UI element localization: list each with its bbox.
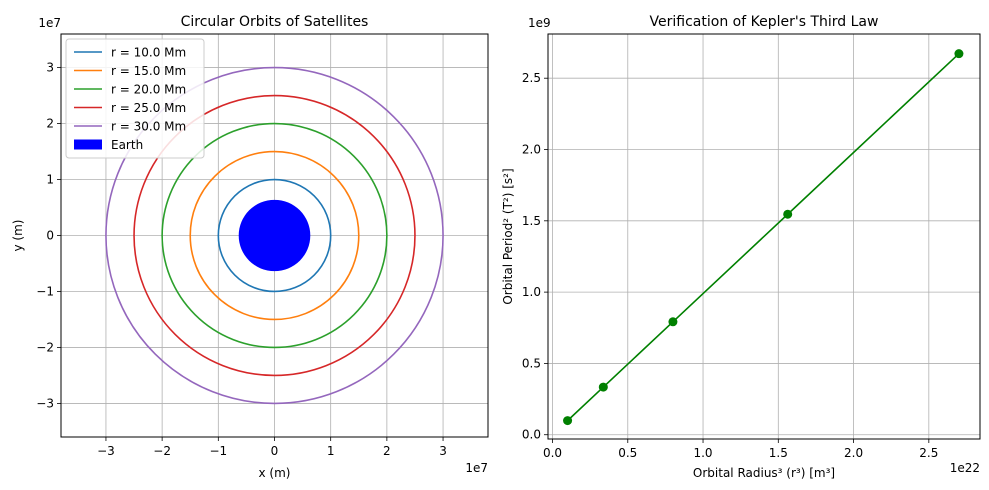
left-x-tick-label: 3	[439, 444, 447, 458]
right-axes-frame	[547, 33, 981, 440]
right-x-offset-text: 1e22	[950, 461, 980, 475]
left-y-axis-label: y (m)	[11, 220, 25, 252]
left-y-tick-label: 0	[46, 229, 54, 243]
right-x-tick-label: 0.0	[543, 446, 562, 460]
left-y-tick-label: −3	[36, 396, 54, 410]
kepler-point	[954, 49, 964, 59]
right-chart-title: Verification of Kepler's Third Law	[650, 14, 879, 30]
left-x-tick-label: 2	[383, 444, 391, 458]
right-x-tick-label: 2.0	[844, 446, 863, 460]
left-x-tick-label: 0	[271, 444, 279, 458]
right-x-axis-label: Orbital Radius³ (r³) [m³]	[693, 466, 835, 480]
legend-box	[65, 38, 205, 159]
left-legend: r = 10.0 Mm r = 15.0 Mm r = 20.0 Mm r = 25.…	[65, 38, 205, 159]
legend-swatch-earth	[74, 139, 102, 150]
left-y-tick-label: 3	[46, 61, 54, 75]
orbit-circle	[105, 66, 444, 405]
kepler-point	[668, 317, 678, 327]
right-x-tick-label: 1.5	[769, 446, 788, 460]
right-y-tick-label: 1.5	[522, 214, 541, 228]
right-y-tick-label: 2.0	[522, 143, 541, 157]
earth-disk	[238, 199, 311, 272]
left-x-axis-label: x (m)	[259, 466, 291, 480]
orbit-circle	[161, 122, 388, 349]
legend-label: Earth	[111, 138, 143, 152]
left-x-tick-label: −1	[209, 444, 227, 458]
orbit-circle	[189, 150, 360, 321]
left-x-offset-text: 1e7	[465, 461, 488, 475]
orbit-circle	[133, 94, 416, 377]
kepler-point	[563, 416, 573, 426]
right-y-axis-label: Orbital Period² (T²) [s²]	[501, 168, 515, 304]
left-y-tick-label: 2	[46, 117, 54, 131]
left-x-tick-label: −3	[97, 444, 115, 458]
kepler-chart: 0.0 0.5 1.0 1.5 2.0 2.5 0.0 0.5 1.0 1.5 2.0 2.5 Ve…	[501, 14, 981, 480]
legend-label: r = 10.0 Mm	[111, 46, 186, 60]
left-x-tick-label: −2	[153, 444, 171, 458]
right-y-ticks: 0.0 0.5 1.0 1.5 2.0 2.5	[522, 71, 548, 442]
kepler-point	[783, 209, 793, 219]
right-y-tick-label: 1.0	[522, 285, 541, 299]
left-y-tick-label: −2	[36, 340, 54, 354]
left-x-ticks: −3 −2 −1 0 1 2 3	[97, 437, 447, 458]
right-x-ticks: 0.0 0.5 1.0 1.5 2.0 2.5	[543, 439, 938, 460]
left-chart-title: Circular Orbits of Satellites	[181, 14, 369, 30]
left-y-tick-label: 1	[46, 173, 54, 187]
right-x-tick-label: 2.5	[919, 446, 938, 460]
orbit-circle	[217, 178, 332, 293]
right-y-tick-label: 0.0	[522, 428, 541, 442]
left-y-offset-text: 1e7	[38, 16, 61, 30]
left-plot-area	[105, 66, 444, 405]
left-y-tick-label: −1	[36, 284, 54, 298]
right-y-offset-text: 1e9	[528, 16, 551, 30]
orbits-chart: −3 −2 −1 0 1 2 3 −3 −2 −1 0 1 2 3 Circular Orbits of…	[11, 14, 489, 480]
right-x-tick-label: 0.5	[618, 446, 637, 460]
kepler-point	[598, 382, 608, 392]
legend-label: r = 20.0 Mm	[111, 83, 186, 97]
right-grid	[548, 34, 980, 439]
right-y-tick-label: 0.5	[522, 356, 541, 370]
left-y-ticks: −3 −2 −1 0 1 2 3	[36, 61, 61, 410]
right-x-tick-label: 1.0	[693, 446, 712, 460]
right-plot-area	[563, 49, 964, 426]
legend-label: r = 30.0 Mm	[111, 120, 186, 134]
right-y-tick-label: 2.5	[522, 71, 541, 85]
legend-label: r = 25.0 Mm	[111, 101, 186, 115]
legend-label: r = 15.0 Mm	[111, 64, 186, 78]
left-x-tick-label: 1	[327, 444, 335, 458]
